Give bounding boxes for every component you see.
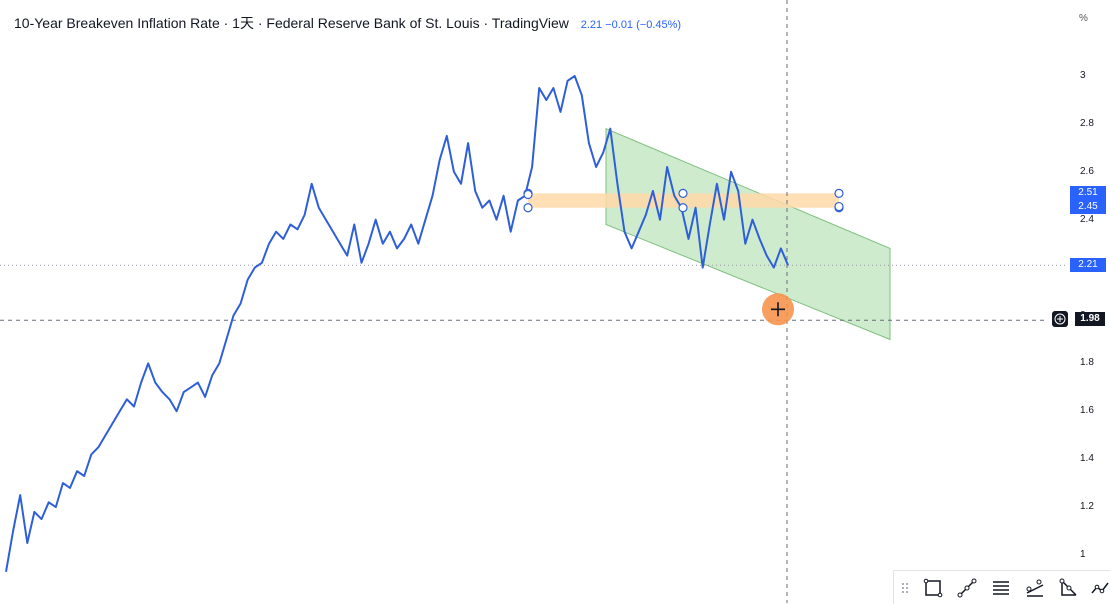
price-tag-last: 2.21 [1070, 258, 1106, 272]
drawing-handle [834, 188, 844, 198]
y-tick-label: 1.2 [1080, 501, 1094, 513]
y-tick-label: 1 [1080, 549, 1086, 560]
y-tick-label: 3 [1080, 70, 1086, 81]
series-line [5, 75, 789, 572]
drawing-toolbar [893, 570, 1110, 604]
chart-header: 10-Year Breakeven Inflation Rate · 1天 · … [14, 13, 681, 33]
drawing-handle [523, 189, 533, 200]
axis-unit-label: % [1079, 13, 1088, 24]
last-quote: 2.21 −0.01 (−0.45%) [580, 19, 682, 31]
drawing-handle [678, 188, 688, 198]
price-tag-crosshair: 1.98 [1075, 312, 1105, 326]
y-tick-label: 1.4 [1080, 453, 1094, 465]
crosshair-marker [762, 293, 794, 326]
y-tick-label: 1.6 [1080, 405, 1094, 417]
y-tick-label: 2.4 [1080, 213, 1094, 225]
drag-handle-icon[interactable] [901, 581, 909, 599]
y-tick-label: 1.8 [1080, 357, 1094, 369]
price-tag-upper-b: 2.45 [1070, 200, 1106, 214]
chart-title: 10-Year Breakeven Inflation Rate · 1天 · … [14, 15, 569, 31]
drawing-handle [678, 203, 688, 213]
y-tick-label: 2.6 [1080, 165, 1094, 177]
price-tag-upper-a: 2.51 [1070, 186, 1106, 200]
horizontal-band [528, 193, 839, 208]
more-tools-icon[interactable] [1090, 577, 1110, 599]
fib-retracement-icon[interactable] [990, 577, 1012, 599]
y-tick-label: 2.8 [1080, 117, 1094, 129]
add-alert-icon[interactable] [1052, 311, 1068, 327]
drawing-handle [834, 201, 844, 212]
rectangle-tool-icon[interactable] [922, 577, 944, 599]
path-tool-icon[interactable] [956, 577, 978, 599]
triangle-pattern-icon[interactable] [1058, 577, 1080, 599]
drawing-handle [523, 203, 533, 213]
parallel-lines-icon[interactable] [1024, 577, 1046, 599]
